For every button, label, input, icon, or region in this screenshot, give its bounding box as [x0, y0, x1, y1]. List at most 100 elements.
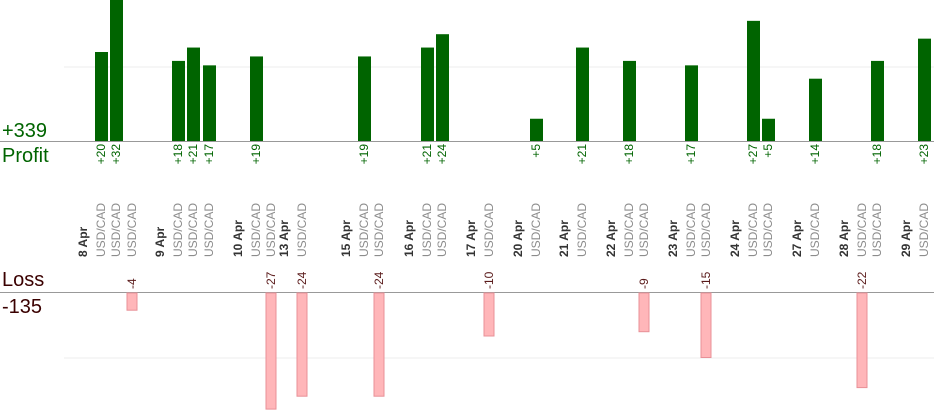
date-label: 13 Apr	[277, 220, 291, 257]
date-label: 24 Apr	[728, 220, 742, 257]
profit-value-label: +14	[808, 144, 822, 165]
pair-label: USD/CAD	[855, 203, 869, 257]
pair-label: USD/CAD	[171, 203, 185, 257]
pair-label: USD/CAD	[622, 203, 636, 257]
pair-label: USD/CAD	[699, 203, 713, 257]
date-label: 22 Apr	[604, 220, 618, 257]
pair-label: USD/CAD	[357, 203, 371, 257]
pair-label: USD/CAD	[435, 203, 449, 257]
profit-bar	[172, 60, 185, 141]
profit-value-label: +21	[420, 144, 434, 165]
profit-bar	[530, 118, 543, 141]
profit-value-label: +32	[109, 144, 123, 165]
profit-value-label: +5	[761, 144, 775, 158]
profit-value-label: +24	[435, 144, 449, 165]
date-label: 16 Apr	[402, 220, 416, 257]
date-label: 15 Apr	[339, 220, 353, 257]
profit-value-label: +18	[870, 144, 884, 165]
pair-label: USD/CAD	[295, 203, 309, 257]
loss-value-label: -24	[295, 271, 309, 289]
pair-label: USD/CAD	[482, 203, 496, 257]
loss-bar	[265, 292, 277, 410]
profit-bar	[918, 38, 931, 141]
date-label: 9 Apr	[153, 226, 167, 257]
loss-bar	[126, 292, 138, 311]
pair-label: USD/CAD	[372, 203, 386, 257]
loss-bar	[856, 292, 868, 389]
loss-label: Loss	[2, 269, 45, 291]
loss-value-label: -22	[855, 271, 869, 289]
date-label: 28 Apr	[837, 220, 851, 257]
pair-label: USD/CAD	[746, 203, 760, 257]
profit-bar	[421, 47, 434, 141]
loss-value-label: -4	[125, 278, 139, 289]
profit-bar	[871, 60, 884, 141]
profit-value-label: +5	[529, 144, 543, 158]
loss-bar	[638, 292, 650, 333]
loss-value-label: -24	[372, 271, 386, 289]
pair-label: USD/CAD	[575, 203, 589, 257]
pair-label: USD/CAD	[808, 203, 822, 257]
pair-label: USD/CAD	[94, 203, 108, 257]
date-label: 21 Apr	[557, 220, 571, 257]
profit-bar	[685, 65, 698, 141]
profit-bar	[436, 34, 449, 142]
profit-value-label: +18	[171, 144, 185, 165]
profit-bar	[95, 52, 108, 141]
date-label: 23 Apr	[666, 220, 680, 257]
pair-label: USD/CAD	[761, 203, 775, 257]
profit-bar	[187, 47, 200, 141]
profit-value-label: +21	[186, 144, 200, 165]
pair-label: USD/CAD	[529, 203, 543, 257]
loss-value-label: -10	[482, 271, 496, 289]
date-label: 20 Apr	[511, 220, 525, 257]
date-label: 17 Apr	[464, 220, 478, 257]
pair-label: USD/CAD	[637, 203, 651, 257]
pair-label: USD/CAD	[684, 203, 698, 257]
loss-total: -135	[2, 296, 43, 318]
date-label: 27 Apr	[790, 220, 804, 257]
profit-bar	[809, 78, 822, 141]
profit-bar	[203, 65, 216, 141]
loss-value-label: -15	[699, 271, 713, 289]
pair-label: USD/CAD	[186, 203, 200, 257]
pair-label: USD/CAD	[249, 203, 263, 257]
pair-label: USD/CAD	[202, 203, 216, 257]
pair-label: USD/CAD	[109, 203, 123, 257]
profit-value-label: +17	[202, 144, 216, 165]
profit-bar	[623, 60, 636, 141]
loss-bar	[373, 292, 385, 397]
loss-bar	[700, 292, 712, 358]
profit-bar	[250, 56, 263, 142]
loss-value-label: -27	[264, 271, 278, 289]
pair-label: USD/CAD	[870, 203, 884, 257]
profit-value-label: +17	[684, 144, 698, 165]
date-label: 8 Apr	[76, 226, 90, 257]
profit-value-label: +20	[94, 144, 108, 165]
profit-bar	[762, 118, 775, 141]
profit-bar	[110, 0, 123, 141]
pair-label: USD/CAD	[932, 203, 934, 257]
profit-bar	[576, 47, 589, 141]
loss-bar	[483, 292, 495, 337]
loss-value-label: -9	[637, 278, 651, 289]
profit-value-label: +21	[575, 144, 589, 165]
profit-value-label: +23	[917, 144, 931, 165]
profit-value-label: +27	[746, 144, 760, 165]
pair-label: USD/CAD	[264, 203, 278, 257]
pair-label: USD/CAD	[917, 203, 931, 257]
profit-value-label: +19	[357, 144, 371, 165]
profit-label: Profit	[2, 145, 49, 167]
loss-bar	[296, 292, 308, 397]
date-label: 10 Apr	[231, 220, 245, 257]
profit-value-label: +18	[622, 144, 636, 165]
profit-total: +339	[2, 120, 48, 142]
pair-label: USD/CAD	[420, 203, 434, 257]
profit-bar	[358, 56, 371, 142]
profit-value-label: +19	[249, 144, 263, 165]
profit-bar	[747, 20, 760, 142]
pair-label: USD/CAD	[125, 203, 139, 257]
date-label: 29 Apr	[899, 220, 913, 257]
